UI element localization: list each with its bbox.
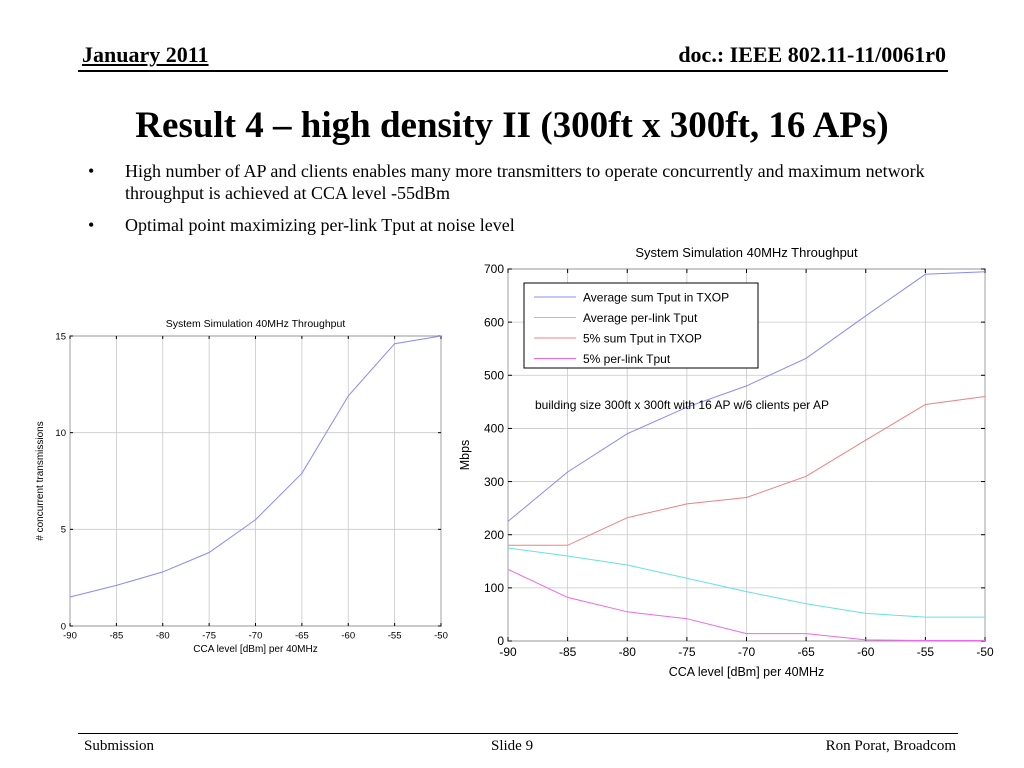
x-tick-label: -70 [738, 645, 756, 659]
y-axis-label: Mbps [458, 440, 472, 471]
x-tick-label: -80 [156, 631, 170, 642]
x-tick-label: -90 [63, 631, 77, 642]
y-tick-label: 0 [497, 634, 504, 648]
legend-entry: 5% per-link Tput [583, 352, 671, 366]
x-tick-label: -55 [388, 631, 402, 642]
footer-submission: Submission [84, 738, 155, 754]
x-tick-label: -70 [249, 631, 263, 642]
y-tick-label: 400 [484, 422, 504, 436]
series-line-3 [507, 568, 985, 641]
x-tick-label: -65 [295, 631, 309, 642]
legend-entry: Average sum Tput in TXOP [583, 291, 729, 305]
y-tick-label: 10 [55, 428, 66, 439]
bullet-text: Optimal point maximizing per-link Tput a… [125, 215, 515, 235]
x-axis-label: CCA level [dBm] per 40MHz [669, 665, 825, 679]
y-tick-label: 200 [484, 528, 504, 542]
legend-entry: Average per-link Tput [583, 311, 698, 325]
chart-annotation: building size 300ft x 300ft with 16 AP w… [535, 398, 829, 412]
y-tick-label: 700 [484, 262, 504, 276]
slide-title: Result 4 – high density II (300ft x 300f… [135, 105, 889, 146]
bullet-glyph: • [88, 161, 95, 181]
bullet-item: • Optimal point maximizing per-link Tput… [88, 214, 958, 236]
x-tick-label: -75 [678, 645, 696, 659]
header-doc-id: doc.: IEEE 802.11-11/0061r0 [678, 42, 946, 67]
header-date: January 2011 [82, 42, 209, 67]
y-axis-label: # concurrent transmissions [35, 421, 46, 541]
x-tick-label: -50 [434, 631, 448, 642]
bullet-glyph: • [88, 215, 95, 235]
y-tick-label: 300 [484, 475, 504, 489]
x-axis-label: CCA level [dBm] per 40MHz [193, 644, 318, 655]
x-tick-label: -60 [857, 645, 875, 659]
x-tick-label: -80 [619, 645, 637, 659]
footer-rule [78, 733, 958, 734]
x-tick-label: -85 [559, 645, 577, 659]
x-tick-label: -55 [917, 645, 935, 659]
x-tick-label: -90 [499, 645, 517, 659]
bullet-item: • High number of AP and clients enables … [88, 160, 958, 204]
y-tick-label: 0 [61, 621, 66, 632]
chart-title: System Simulation 40MHz Throughput [166, 318, 346, 330]
series-line-0 [507, 271, 986, 522]
x-tick-label: -65 [797, 645, 815, 659]
x-tick-label: -75 [202, 631, 216, 642]
series-line-2 [508, 396, 986, 546]
x-tick-label: -85 [110, 631, 124, 642]
bullet-text: High number of AP and clients enables ma… [125, 161, 925, 203]
header-rule [78, 70, 948, 72]
bullet-list: • High number of AP and clients enables … [88, 160, 958, 246]
y-tick-label: 600 [484, 315, 504, 329]
y-tick-label: 15 [55, 331, 66, 342]
y-tick-label: 100 [484, 581, 504, 595]
chart-title: System Simulation 40MHz Throughput [635, 245, 858, 260]
y-tick-label: 500 [484, 368, 504, 382]
y-tick-label: 5 [61, 525, 66, 536]
x-tick-label: -50 [976, 645, 994, 659]
footer-author: Ron Porat, Broadcom [825, 738, 956, 754]
x-tick-label: -60 [341, 631, 355, 642]
legend-entry: 5% sum Tput in TXOP [583, 332, 702, 346]
series-line-1 [507, 547, 985, 618]
footer-slide-number: Slide 9 [491, 738, 534, 754]
series-line-0 [69, 335, 442, 598]
